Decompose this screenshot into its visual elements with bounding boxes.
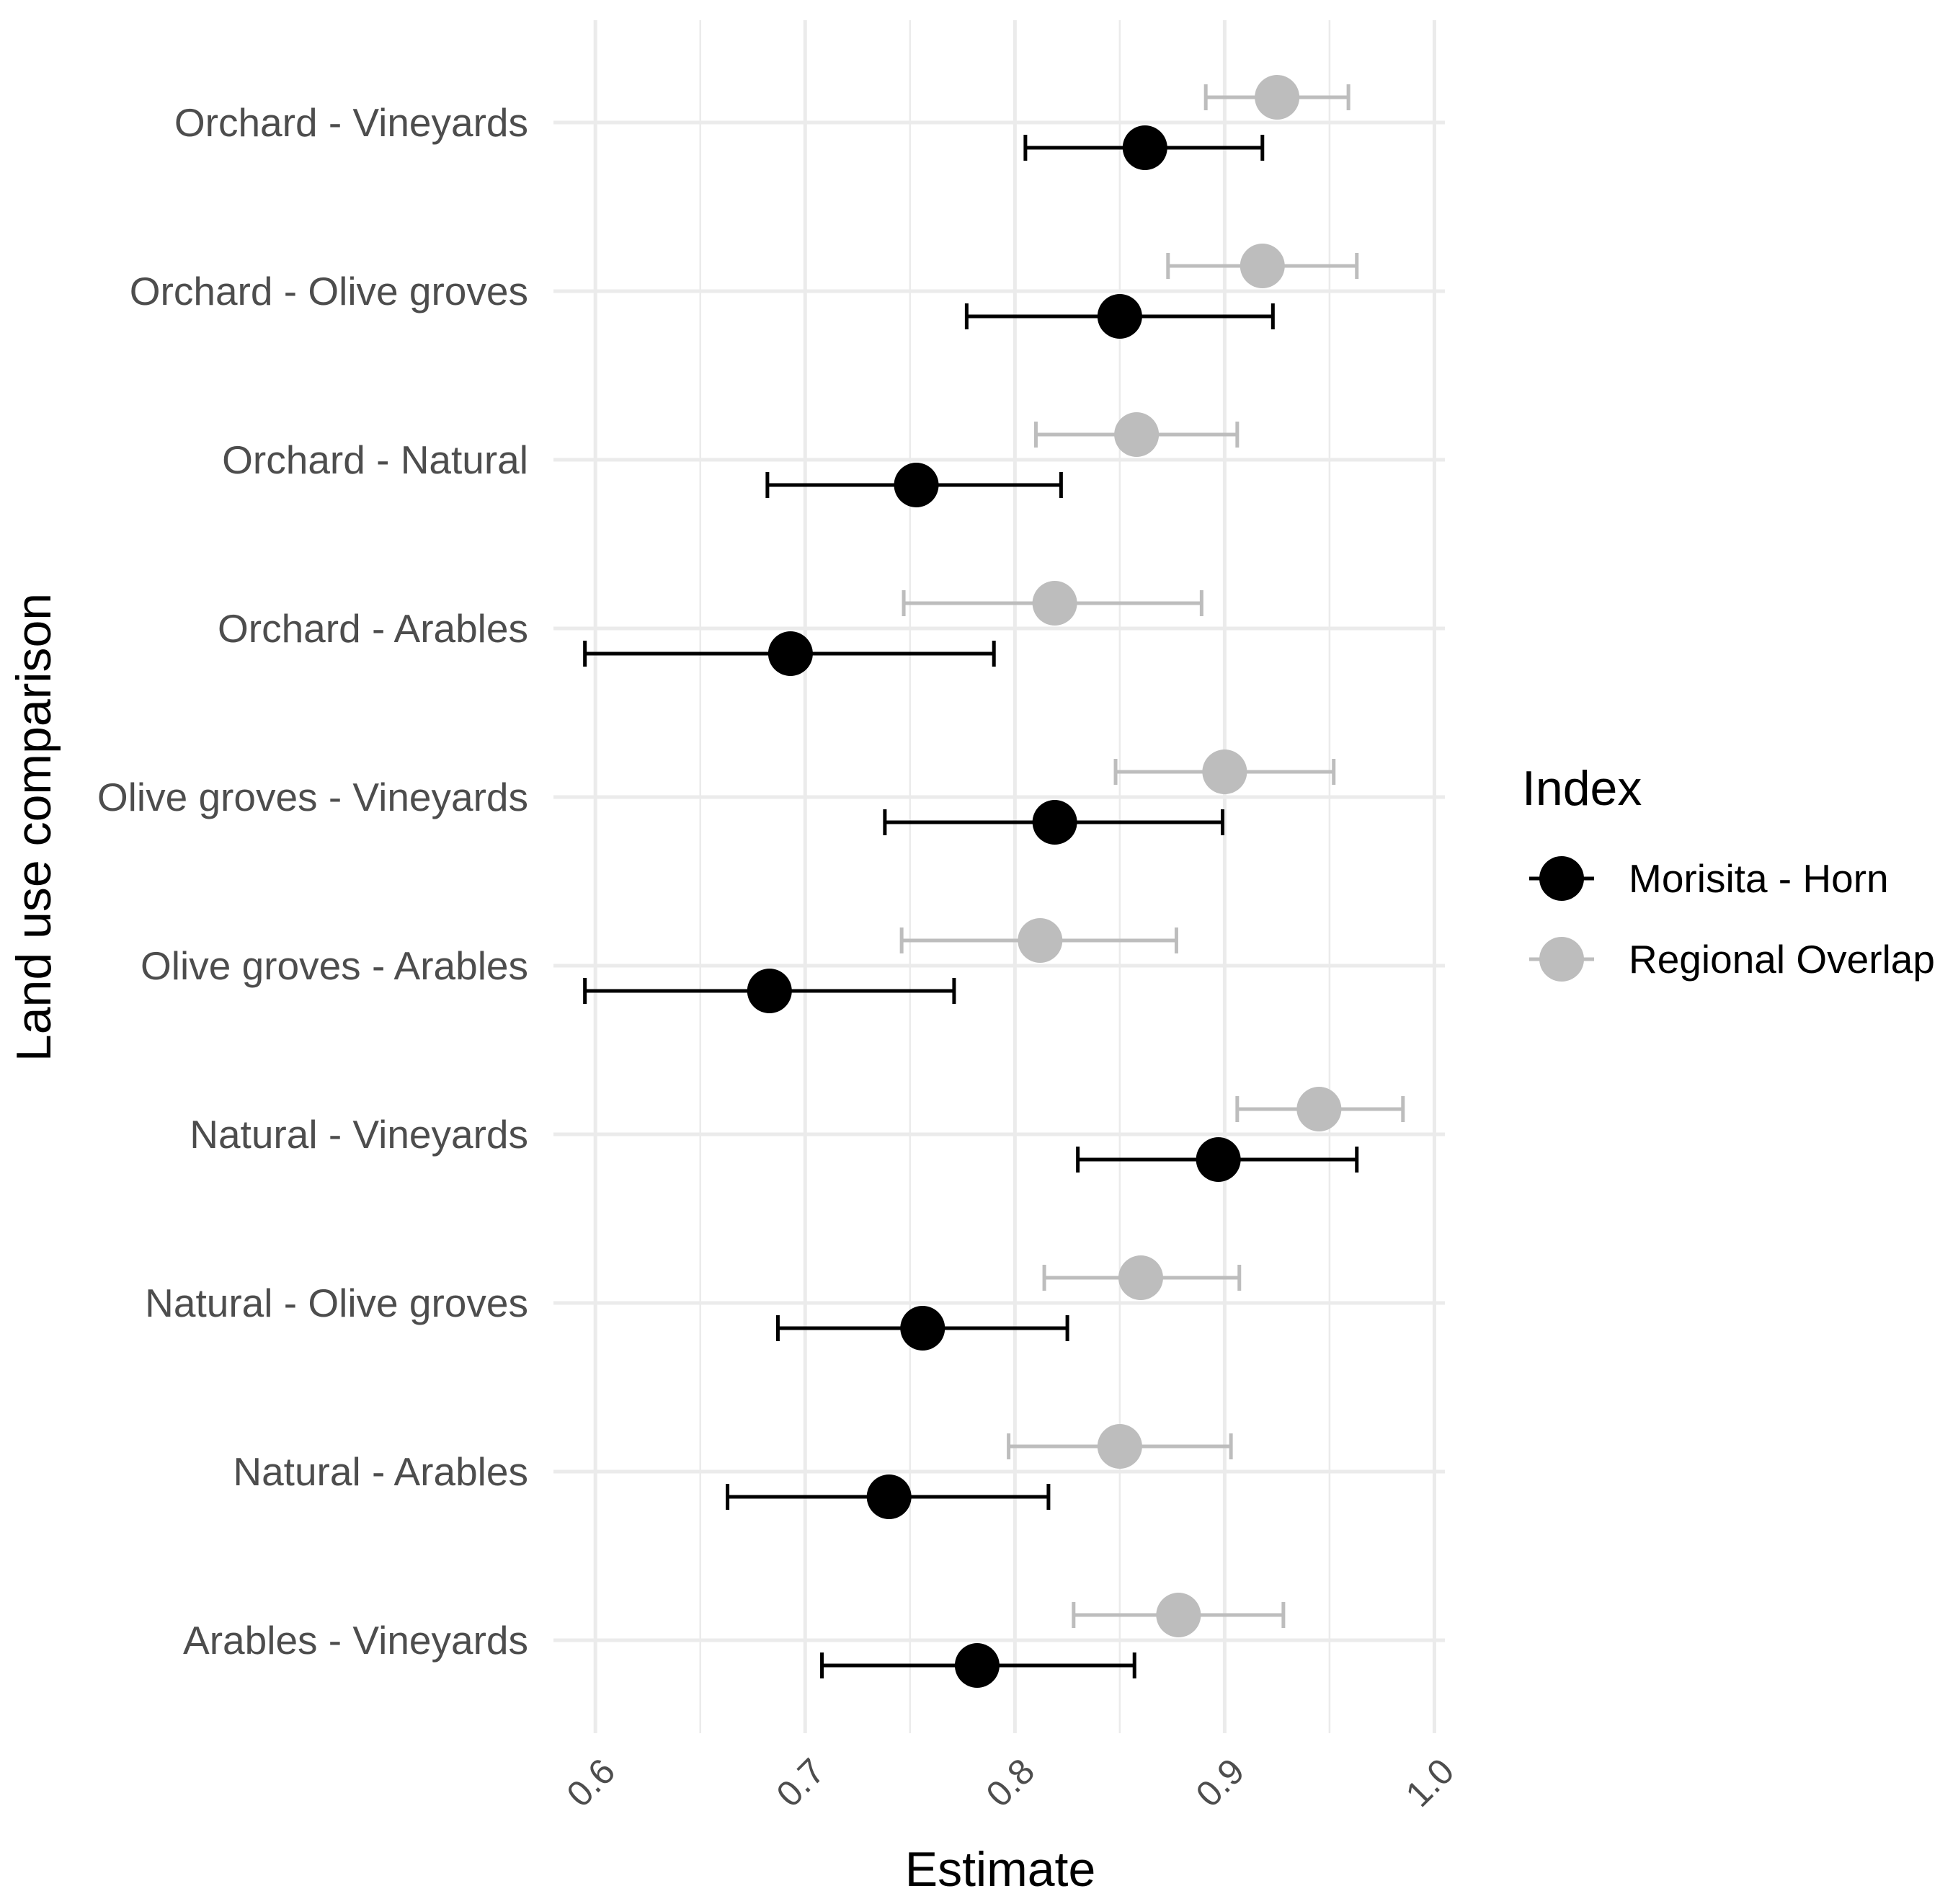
errorbar-regional-overlap: [1033, 412, 1240, 457]
point-morisita-horn: [954, 1643, 1000, 1688]
category-label: Natural - Vineyards: [190, 1112, 528, 1157]
errorbar-morisita-horn: [1076, 1137, 1359, 1182]
point-morisita-horn: [1097, 294, 1142, 339]
point-regional-overlap: [1097, 1424, 1142, 1469]
errorbar-regional-overlap: [1042, 1255, 1242, 1300]
point-regional-overlap: [1018, 918, 1063, 963]
errorbar-regional-overlap: [1007, 1424, 1233, 1469]
point-regional-overlap: [1032, 581, 1077, 626]
point-regional-overlap: [1255, 75, 1300, 120]
errorbar-morisita-horn: [883, 800, 1224, 845]
legend-label: Regional Overlap: [1629, 937, 1935, 982]
point-regional-overlap: [1156, 1593, 1201, 1637]
errorbar-regional-overlap: [902, 581, 1203, 626]
category-label: Orchard - Natural: [222, 437, 528, 482]
x-axis-title: Estimate: [905, 1842, 1096, 1897]
grid: [553, 20, 1445, 1733]
errorbar-morisita-horn: [1023, 125, 1265, 170]
point-morisita-horn: [894, 463, 939, 507]
errorbar-morisita-horn: [583, 631, 996, 676]
point-morisita-horn: [1196, 1137, 1241, 1182]
legend-key-point: [1539, 856, 1584, 901]
errorbar-regional-overlap: [1166, 244, 1359, 288]
errorbar-morisita-horn: [583, 969, 956, 1013]
point-morisita-horn: [900, 1306, 945, 1351]
legend-item: Morisita - Horn: [1529, 856, 1889, 901]
errorbar-regional-overlap: [1203, 75, 1350, 120]
errorbar-morisita-horn: [726, 1474, 1051, 1519]
errorbar-regional-overlap: [899, 918, 1178, 963]
category-label: Olive groves - Arables: [141, 943, 528, 988]
errorbar-regional-overlap: [1072, 1593, 1286, 1637]
errorbar-regional-overlap: [1113, 749, 1336, 794]
category-label: Olive groves - Vineyards: [97, 775, 528, 819]
point-regional-overlap: [1240, 244, 1285, 288]
errorbar-morisita-horn: [820, 1643, 1136, 1688]
legend: Index Morisita - Horn Regional Overlap: [1522, 761, 1935, 982]
point-regional-overlap: [1118, 1255, 1163, 1300]
point-morisita-horn: [1122, 125, 1167, 170]
category-label: Orchard - Vineyards: [174, 100, 528, 145]
category-label: Arables - Vineyards: [183, 1618, 528, 1663]
errorbar-morisita-horn: [964, 294, 1275, 339]
category-label: Orchard - Olive groves: [130, 269, 528, 313]
point-morisita-horn: [747, 969, 792, 1013]
errorbar-regional-overlap: [1235, 1087, 1405, 1131]
errorbar-morisita-horn: [765, 463, 1063, 507]
legend-key-point: [1539, 937, 1584, 982]
category-labels: Orchard - Vineyards Orchard - Olive grove…: [97, 100, 528, 1663]
point-morisita-horn: [866, 1474, 912, 1519]
category-label: Natural - Arables: [233, 1449, 528, 1494]
category-label: Orchard - Arables: [218, 606, 528, 651]
point-regional-overlap: [1202, 749, 1247, 794]
point-regional-overlap: [1296, 1087, 1342, 1131]
point-morisita-horn: [767, 631, 813, 676]
point-morisita-horn: [1032, 800, 1077, 845]
legend-item: Regional Overlap: [1529, 937, 1935, 982]
legend-title: Index: [1522, 761, 1642, 816]
y-axis-title: Land use comparison: [6, 593, 61, 1062]
category-label: Natural - Olive groves: [145, 1281, 528, 1325]
point-regional-overlap: [1114, 412, 1160, 457]
data-marks: [583, 75, 1405, 1688]
legend-label: Morisita - Horn: [1629, 856, 1889, 901]
errorbar-morisita-horn: [775, 1306, 1069, 1351]
